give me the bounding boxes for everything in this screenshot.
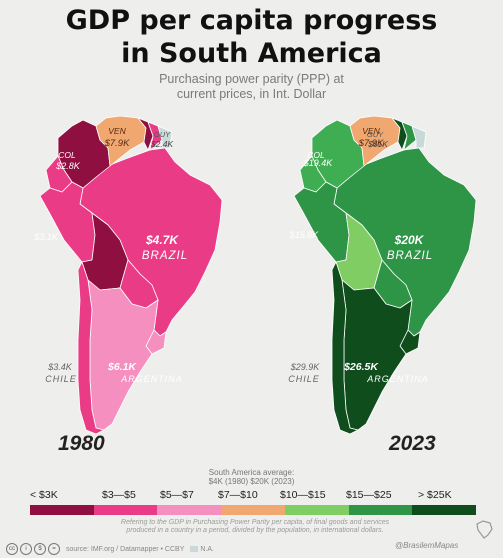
value-argentina: $6.1K xyxy=(107,361,137,373)
region-chile xyxy=(77,261,105,435)
value-guy: $2.4K xyxy=(150,139,174,149)
label-guy: GUY xyxy=(367,130,384,139)
legend-swatch xyxy=(157,505,222,515)
by-icon: i xyxy=(20,543,32,555)
brasil-em-mapas-logo-icon xyxy=(476,520,493,539)
label-brazil: BRAZIL xyxy=(387,250,433,262)
legend-label: > $25K xyxy=(418,489,452,501)
label-argentina: ARGENTINA xyxy=(366,374,429,384)
legend-label: $7—$10 xyxy=(218,489,258,501)
label-chile: CHILE xyxy=(288,374,320,384)
sa-icon: = xyxy=(48,543,60,555)
value-peru: $3.1K xyxy=(33,232,59,242)
legend-swatch xyxy=(348,505,413,515)
label-brazil: BRAZIL xyxy=(142,250,188,262)
legend-label: $10—$15 xyxy=(280,489,326,501)
label-col: COL xyxy=(58,150,76,160)
legend-swatch xyxy=(93,505,158,515)
average-line-1: South America average: xyxy=(208,468,295,477)
legend-swatch xyxy=(284,505,349,515)
label-guy: GUY xyxy=(154,130,171,139)
author-handle: @BrasilemMapas xyxy=(395,541,459,550)
map-2023 xyxy=(293,115,477,435)
value-argentina: $26.5K xyxy=(343,361,379,373)
year-label-1980: 1980 xyxy=(58,432,105,455)
legend-label: < $3K xyxy=(30,489,58,501)
region-chile xyxy=(331,261,359,435)
label-ven: VEN xyxy=(362,126,380,136)
value-guy: $61K xyxy=(367,139,388,149)
footnote: Refering to the GDP in Purchasing Power … xyxy=(120,519,390,534)
legend-labels: < $3K $3—$5 $5—$7 $7—$10 $10—$15 $15—$25… xyxy=(28,489,478,503)
value-col: $2.8K xyxy=(55,161,81,171)
legend-bar xyxy=(30,505,477,515)
nc-icon: $ xyxy=(34,543,46,555)
na-label: N.A. xyxy=(200,545,215,553)
value-brazil: $4.7K xyxy=(145,233,179,247)
region-french-guiana xyxy=(157,125,173,149)
source-footer: cc i $ = source: IMF.org / Datamapper • … xyxy=(6,543,214,555)
subtitle-line-2: current prices, in Int. Dollar xyxy=(176,87,327,101)
legend-label: $15—$25 xyxy=(346,489,392,501)
legend-swatch xyxy=(412,505,477,515)
label-ven: VEN xyxy=(108,126,126,136)
title-line-1: GDP per capita progress xyxy=(65,5,438,36)
value-peru: $15.8K xyxy=(289,230,320,240)
map-1980 xyxy=(39,115,223,435)
subtitle: Purchasing power parity (PPP) at current… xyxy=(0,72,503,102)
value-chile: $29.9K xyxy=(290,362,321,372)
average-caption: South America average: $4K (1980) $20K (… xyxy=(0,468,503,486)
region-french-guiana xyxy=(411,125,427,149)
value-col: $19.4K xyxy=(303,158,334,168)
legend-label: $5—$7 xyxy=(160,489,194,501)
source-text: source: IMF.org / Datamapper • CCBY xyxy=(66,545,185,553)
title-line-2: in South America xyxy=(121,38,382,69)
labels-1980: VEN $7.9K GUY $2.4K COL $2.8K $3.1K $4.7… xyxy=(33,126,188,384)
legend-label: $3—$5 xyxy=(102,489,136,501)
average-line-2: $4K (1980) $20K (2023) xyxy=(208,477,295,486)
legend-swatch xyxy=(30,505,94,515)
value-ven: $7.9K xyxy=(104,138,130,149)
subtitle-line-1: Purchasing power parity (PPP) at xyxy=(159,72,344,86)
labels-2023: VEN $7.9K GUY $61K COL $19.4K $15.8K $20… xyxy=(288,126,433,384)
cc-icon: cc xyxy=(6,543,18,555)
label-col: COL xyxy=(307,150,325,160)
value-ven: $7.9K xyxy=(358,138,384,149)
label-chile: CHILE xyxy=(45,374,77,384)
page-title: GDP per capita progress in South America xyxy=(0,4,503,70)
year-label-2023: 2023 xyxy=(389,432,436,455)
legend-swatch xyxy=(221,505,285,515)
value-chile: $3.4K xyxy=(47,362,73,372)
value-brazil: $20K xyxy=(394,233,425,247)
na-swatch xyxy=(190,546,199,552)
label-argentina: ARGENTINA xyxy=(120,374,183,384)
